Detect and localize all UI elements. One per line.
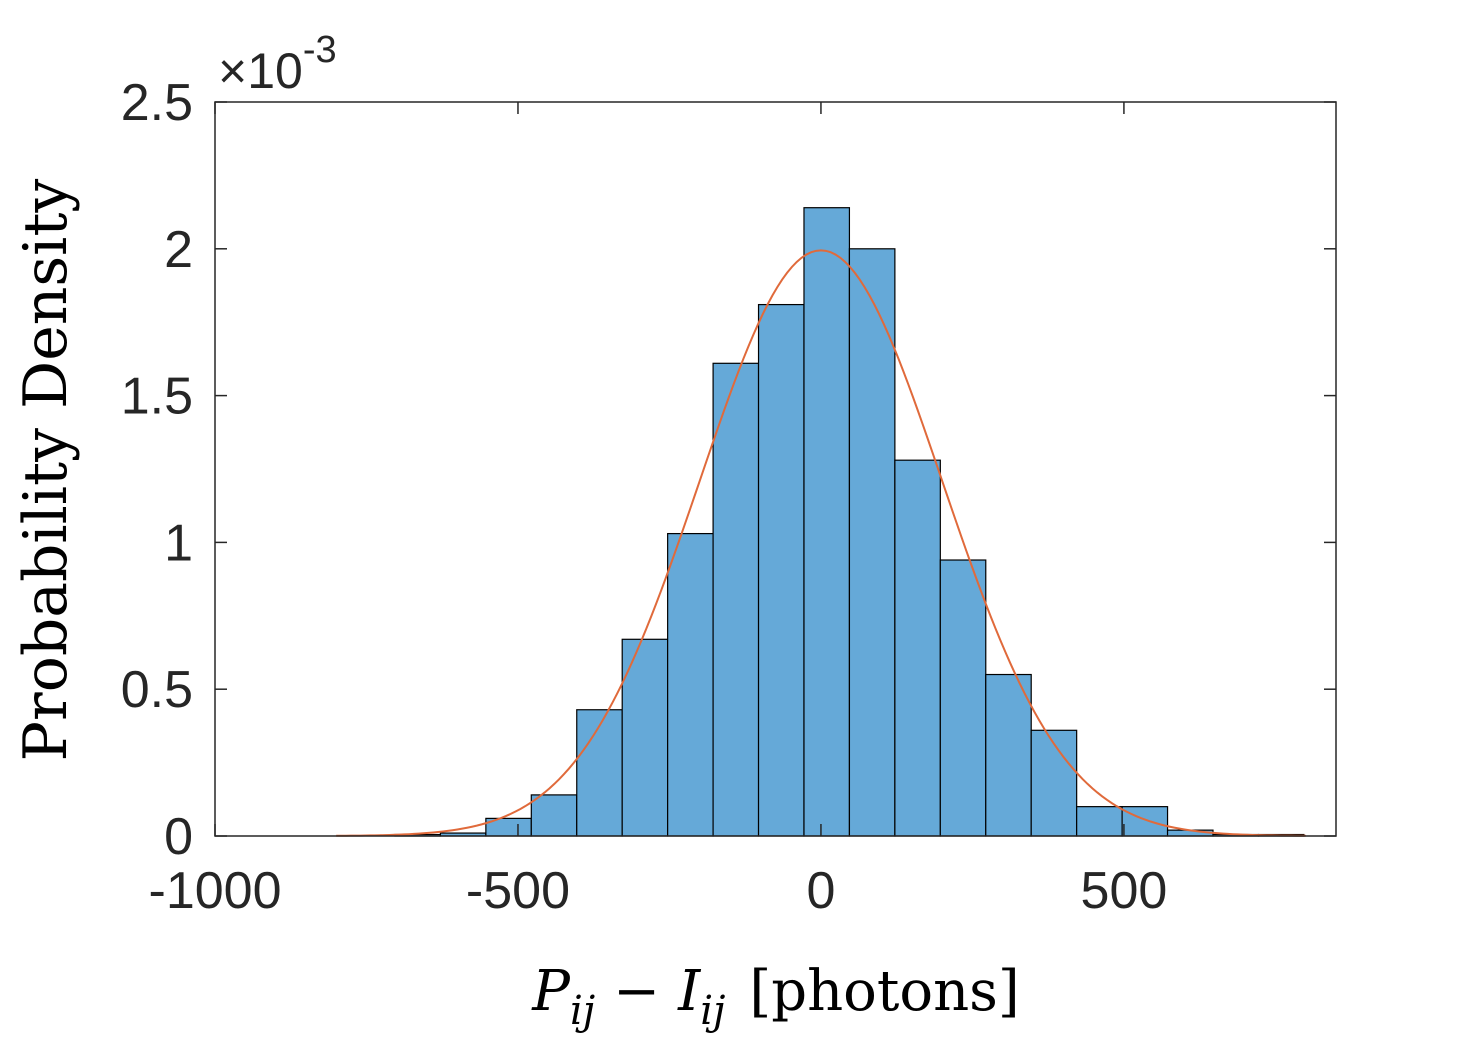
x-tick-label-2: 0	[806, 862, 835, 920]
histogram-bar-15	[1076, 806, 1123, 837]
histogram-bar-6	[667, 532, 714, 837]
histogram-bar-14	[1030, 729, 1078, 837]
histogram-bar-10	[848, 248, 896, 837]
y-axis-label: Probability Density	[11, 179, 81, 762]
histogram-bar-7	[712, 362, 760, 837]
histogram-bar-8	[757, 303, 805, 837]
histogram-bars	[394, 207, 1305, 837]
histogram-bar-9	[803, 207, 851, 837]
x-tick-label-1: -500	[466, 862, 570, 920]
histogram-bar-4	[576, 709, 623, 837]
histogram-bar-11	[894, 459, 941, 837]
x-axis-label: Pij − Iij [photons]	[531, 959, 1020, 1034]
histogram-bar-5	[621, 638, 669, 837]
x-tick-label-0: -1000	[149, 862, 282, 920]
x-tick-label-3: 500	[1081, 862, 1168, 920]
y-tick-label-3: 1.5	[121, 368, 193, 426]
histogram-bar-13	[985, 673, 1032, 837]
y-axis-ticks: 0 0.5 1 1.5 2 2.5	[121, 74, 1336, 866]
histogram-bar-12	[939, 559, 987, 837]
histogram-bar-3	[530, 794, 578, 837]
y-tick-label-1: 0.5	[121, 661, 193, 719]
normal-fit-curve	[336, 249, 1306, 837]
x-axis-ticks: -1000 -500 0 500	[149, 102, 1168, 920]
y-tick-label-4: 2	[164, 221, 193, 279]
y-tick-label-0: 0	[164, 808, 193, 866]
y-tick-label-2: 1	[164, 514, 193, 572]
histogram-bar-16	[1121, 806, 1169, 837]
plot-area-box	[214, 101, 1337, 837]
y-axis-exponent: ×10-3	[218, 29, 337, 99]
y-tick-label-5: 2.5	[121, 74, 193, 132]
